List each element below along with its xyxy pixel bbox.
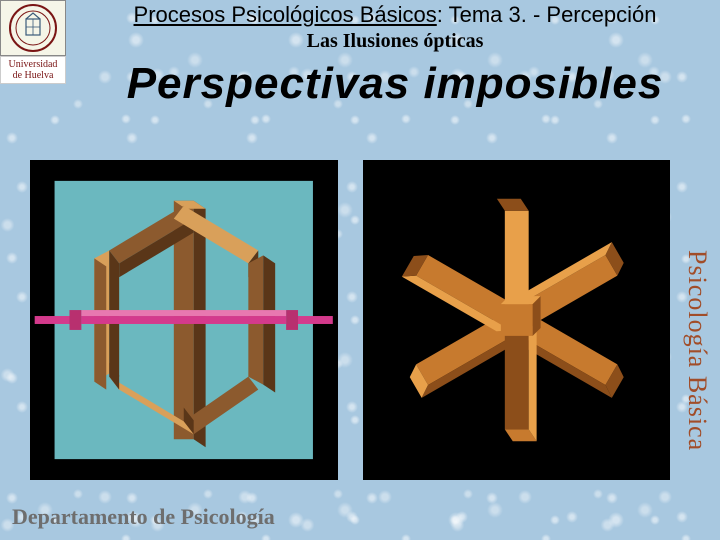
- course-name: Procesos Psicológicos Básicos: [134, 2, 437, 27]
- uni-name-line1: Universidad: [9, 59, 58, 70]
- uni-name-line2: de Huelva: [13, 70, 54, 81]
- side-vertical-label: Psicología Básica: [682, 250, 712, 451]
- slide-header: Procesos Psicológicos Básicos: Tema 3. -…: [80, 2, 710, 109]
- university-seal: [0, 0, 66, 56]
- slide-subtitle: Las Ilusiones ópticas: [80, 30, 710, 53]
- footer-department: Departamento de Psicología: [12, 504, 275, 530]
- course-line: Procesos Psicológicos Básicos: Tema 3. -…: [80, 2, 710, 28]
- university-logo-block: Universidad de Huelva: [0, 0, 70, 84]
- figure-row: [30, 160, 670, 480]
- figure-right-impossible-cross: [363, 160, 671, 480]
- topic-text: : Tema 3. - Percepción: [437, 2, 657, 27]
- figure-left-impossible-hexagon: [30, 160, 338, 480]
- university-name: Universidad de Huelva: [0, 56, 66, 84]
- impossible-cross-svg: [364, 161, 670, 479]
- slide-main-title: Perspectivas imposibles: [80, 59, 710, 109]
- seal-icon: [8, 3, 58, 53]
- impossible-hexagon-svg: [31, 161, 337, 479]
